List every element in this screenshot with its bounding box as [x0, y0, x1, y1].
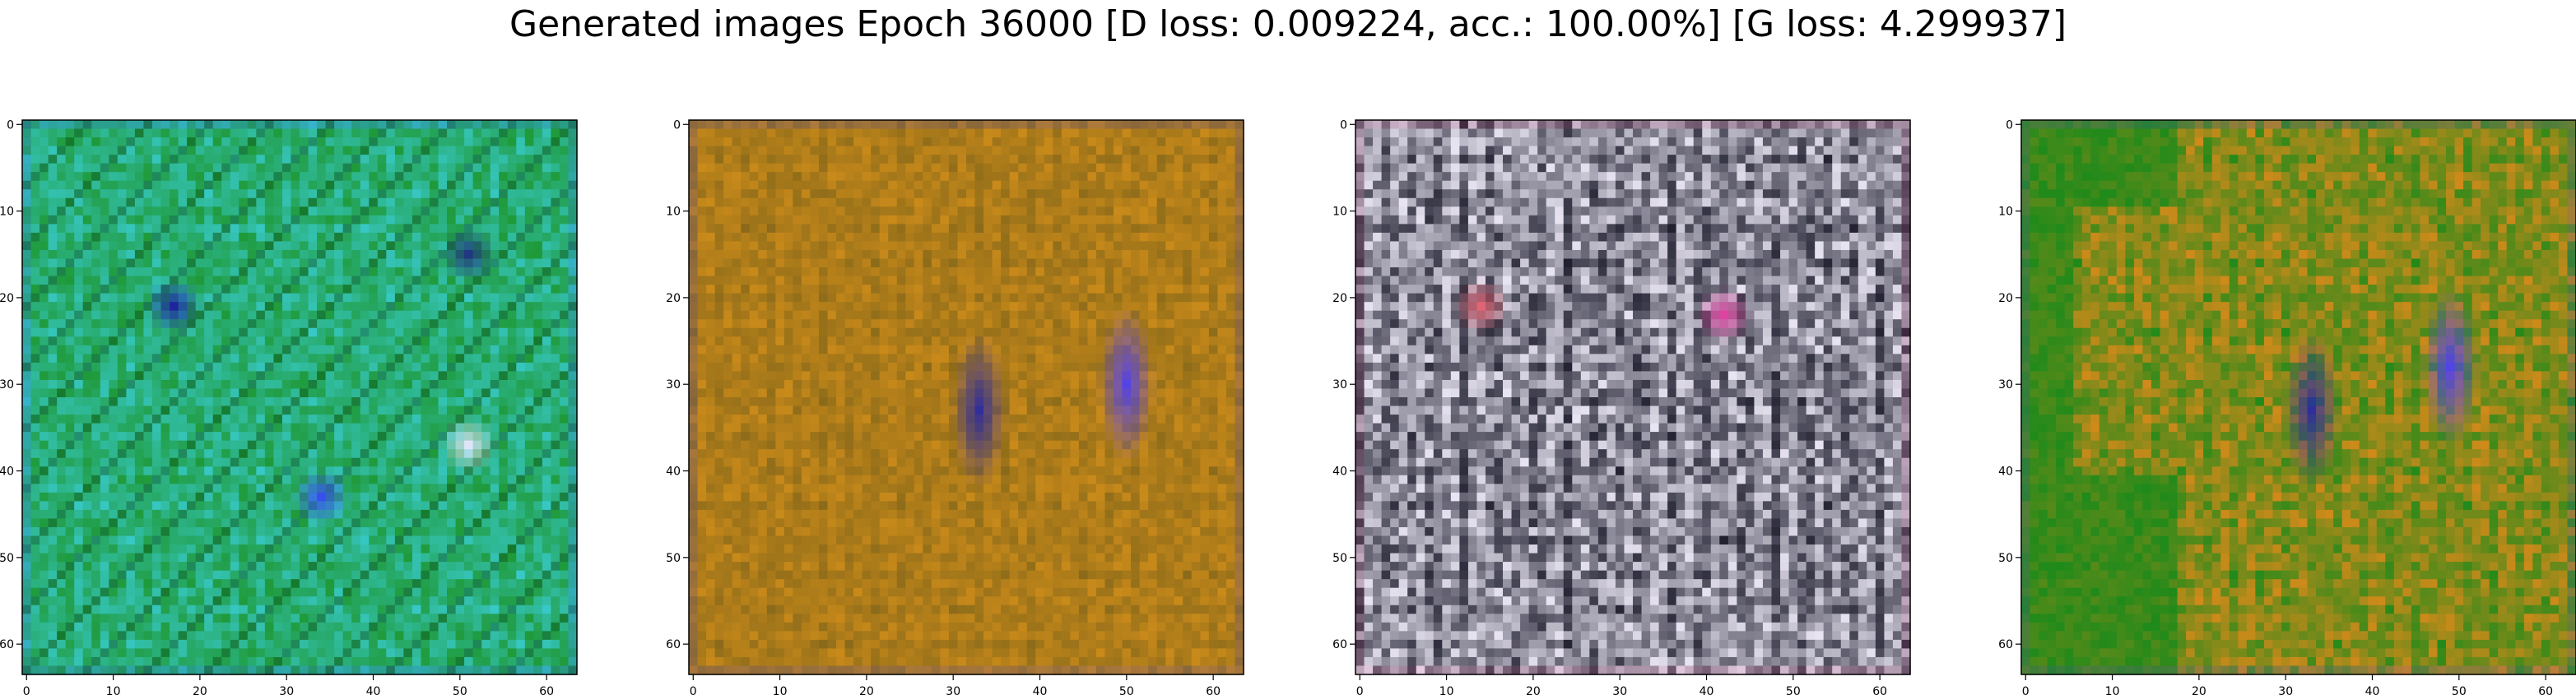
- y-tick-label: 50: [666, 552, 681, 565]
- x-tick-label: 50: [1119, 685, 1134, 695]
- y-tick-label: 10: [0, 206, 14, 219]
- y-tick-label: 40: [0, 466, 14, 479]
- y-tick-label: 0: [673, 118, 681, 132]
- y-tick-label: 50: [0, 552, 14, 565]
- x-tick-label: 20: [1526, 685, 1541, 695]
- x-tick-label: 60: [539, 685, 554, 695]
- x-tick-label: 20: [2192, 685, 2206, 695]
- x-tick-label: 10: [773, 685, 788, 695]
- y-tick-label: 60: [666, 638, 681, 651]
- y-tick-label: 10: [666, 206, 681, 219]
- y-tick-label: 60: [1998, 638, 2013, 651]
- y-tick-label: 50: [1998, 552, 2013, 565]
- x-tick-label: 60: [2538, 685, 2553, 695]
- image-1: [22, 120, 578, 675]
- y-tick-label: 30: [666, 378, 681, 392]
- x-tick-label: 30: [2278, 685, 2293, 695]
- subplot-4: 0 10 20 30 40 50 60 0 10 20 30 40 50 60: [1998, 118, 2576, 695]
- x-tick-label: 30: [946, 685, 960, 695]
- y-tick-label: 10: [1998, 206, 2013, 219]
- x-tick-label: 60: [1206, 685, 1221, 695]
- axes-frame: [21, 119, 578, 675]
- x-tick-label: 40: [2365, 685, 2380, 695]
- x-tick-label: 10: [2105, 685, 2120, 695]
- x-tick-label: 0: [690, 685, 697, 695]
- x-tick-label: 20: [859, 685, 874, 695]
- axes-frame: [688, 119, 1244, 675]
- y-tick-label: 30: [1998, 378, 2013, 392]
- y-tick-label: 20: [1998, 292, 2013, 305]
- y-tick-label: 50: [1332, 552, 1347, 565]
- axes-frame: [1355, 119, 1911, 675]
- figure-title: Generated images Epoch 36000 [D loss: 0.…: [509, 3, 2067, 45]
- y-tick-label: 40: [1998, 466, 2013, 479]
- y-tick-label: 40: [666, 466, 681, 479]
- axes-frame: [2020, 119, 2576, 675]
- y-tick-label: 40: [1332, 466, 1347, 479]
- x-tick-label: 0: [23, 685, 30, 695]
- x-tick-label: 30: [279, 685, 294, 695]
- x-tick-label: 40: [1700, 685, 1714, 695]
- image-3: [1355, 120, 1911, 675]
- y-tick-label: 20: [666, 292, 681, 305]
- image-4: [2021, 120, 2576, 675]
- x-tick-label: 50: [2452, 685, 2467, 695]
- x-tick-label: 40: [366, 685, 381, 695]
- x-tick-label: 20: [193, 685, 207, 695]
- subplot-3: 0 10 20 30 40 50 60 0 10 20 30 40 50 60: [1332, 118, 1911, 695]
- y-tick-label: 0: [1340, 118, 1347, 132]
- y-tick-label: 20: [0, 292, 14, 305]
- x-tick-label: 30: [1612, 685, 1627, 695]
- subplot-2: 0 10 20 30 40 50 60 0 10 20 30 40 50 60: [666, 118, 1244, 695]
- y-tick-label: 20: [1332, 292, 1347, 305]
- y-tick-label: 30: [1332, 378, 1347, 392]
- y-tick-label: 60: [1332, 638, 1347, 651]
- y-tick-label: 10: [1332, 206, 1347, 219]
- x-tick-label: 0: [1356, 685, 1364, 695]
- x-tick-label: 10: [1439, 685, 1454, 695]
- y-tick-label: 60: [0, 638, 14, 651]
- x-tick-label: 10: [106, 685, 121, 695]
- subplot-1: 0 10 20 30 40 50 60 0 10 20 30 40 50 60: [0, 118, 578, 695]
- x-tick-label: 50: [453, 685, 467, 695]
- y-tick-label: 0: [2006, 118, 2013, 132]
- x-tick-label: 50: [1786, 685, 1801, 695]
- x-tick-label: 40: [1033, 685, 1048, 695]
- y-tick-label: 0: [7, 118, 14, 132]
- image-2: [689, 120, 1244, 675]
- x-tick-label: 60: [1872, 685, 1887, 695]
- x-tick-label: 0: [2022, 685, 2030, 695]
- y-tick-label: 30: [0, 378, 14, 392]
